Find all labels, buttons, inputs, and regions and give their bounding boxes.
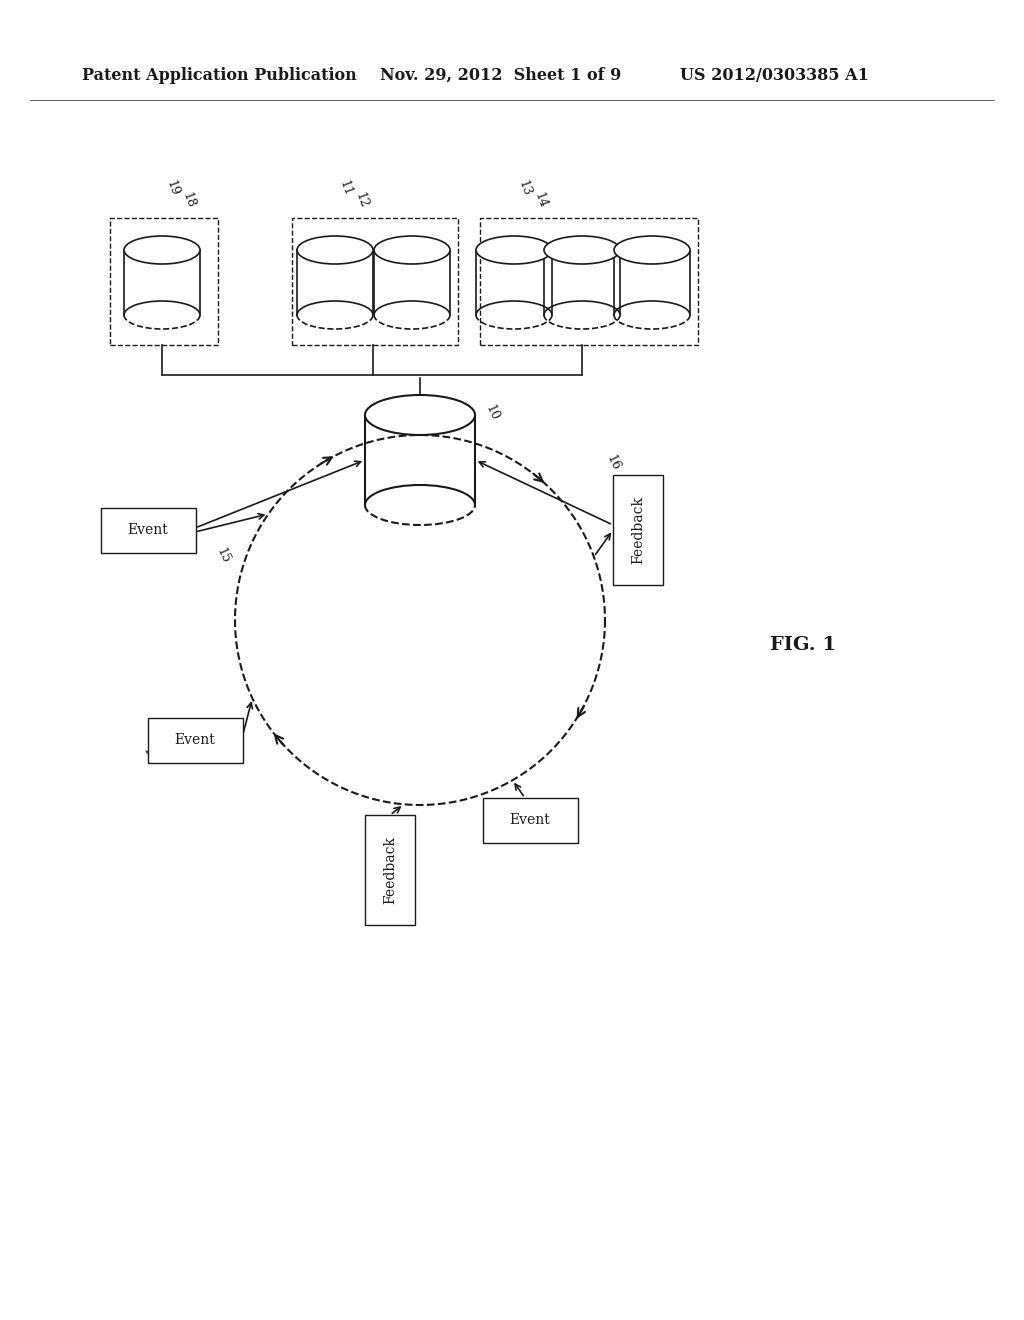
Ellipse shape — [374, 236, 450, 264]
Text: Feedback: Feedback — [383, 836, 397, 904]
Text: Event: Event — [510, 813, 550, 828]
Text: US 2012/0303385 A1: US 2012/0303385 A1 — [680, 66, 869, 83]
Bar — [110, 218, 218, 345]
Text: Feedback: Feedback — [631, 496, 645, 564]
Text: 12: 12 — [353, 190, 371, 210]
Text: 15: 15 — [214, 546, 232, 566]
Text: 11: 11 — [337, 178, 354, 198]
Text: 18: 18 — [180, 190, 198, 210]
Text: 14: 14 — [532, 190, 550, 210]
Bar — [482, 797, 578, 842]
Ellipse shape — [297, 236, 373, 264]
Bar — [480, 218, 698, 345]
Ellipse shape — [124, 236, 200, 264]
Bar — [147, 718, 243, 763]
Text: Event: Event — [128, 523, 168, 537]
Bar — [292, 218, 458, 345]
Text: 16: 16 — [604, 453, 623, 473]
Text: Nov. 29, 2012  Sheet 1 of 9: Nov. 29, 2012 Sheet 1 of 9 — [380, 66, 622, 83]
Text: Event: Event — [175, 733, 215, 747]
Text: 10: 10 — [483, 403, 502, 422]
Text: 17: 17 — [140, 744, 159, 766]
Bar — [100, 507, 196, 553]
Bar — [365, 814, 415, 925]
Text: 13: 13 — [516, 178, 534, 198]
Text: FIG. 1: FIG. 1 — [770, 636, 837, 653]
Ellipse shape — [614, 236, 690, 264]
Bar — [613, 475, 663, 585]
Ellipse shape — [476, 236, 552, 264]
Text: 19: 19 — [164, 178, 181, 198]
Text: Patent Application Publication: Patent Application Publication — [82, 66, 356, 83]
Ellipse shape — [544, 236, 620, 264]
Ellipse shape — [365, 395, 475, 436]
